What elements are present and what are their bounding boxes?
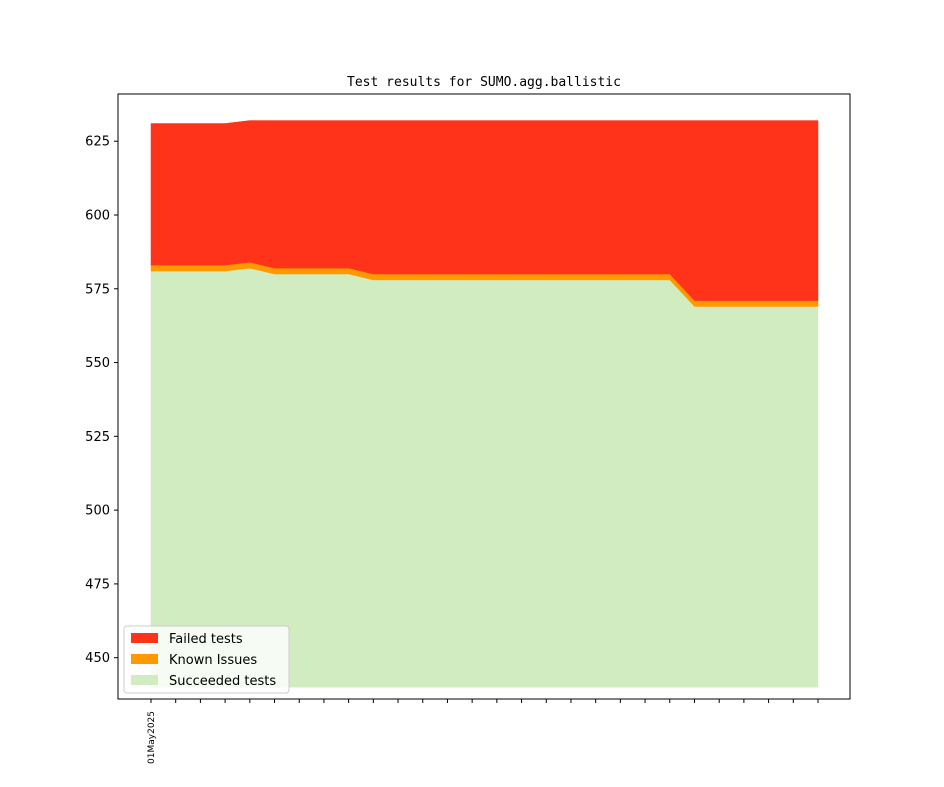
y-tick-label: 475 — [85, 577, 110, 592]
legend-label: Succeeded tests — [169, 674, 276, 689]
legend-swatch — [131, 654, 158, 664]
area-failed-tests — [150, 120, 819, 301]
legend: Failed tests Known Issues Succeeded tests — [123, 625, 290, 694]
y-tick-label: 600 — [85, 209, 110, 224]
legend-swatch — [131, 633, 158, 643]
x-axis: 01May2025 — [147, 699, 819, 764]
legend-swatch — [131, 675, 158, 685]
legend-label: Failed tests — [169, 632, 243, 647]
y-tick-label: 450 — [85, 651, 110, 666]
y-axis: 450 475 500 525 550 575 600 625 — [85, 135, 118, 666]
axes-frame — [117, 93, 851, 700]
y-tick-label: 500 — [85, 504, 110, 519]
legend-label: Known Issues — [169, 653, 257, 668]
y-tick-label: 625 — [85, 135, 110, 150]
area-succeeded-tests — [150, 267, 819, 688]
plot-area — [150, 120, 819, 688]
legend-box — [123, 625, 290, 694]
y-tick-label: 575 — [85, 282, 110, 297]
y-tick-label: 550 — [85, 356, 110, 371]
x-tick-label: 01May2025 — [147, 711, 157, 764]
chart-title: Test results for SUMO.agg.ballistic — [347, 75, 621, 90]
y-tick-label: 525 — [85, 430, 110, 445]
